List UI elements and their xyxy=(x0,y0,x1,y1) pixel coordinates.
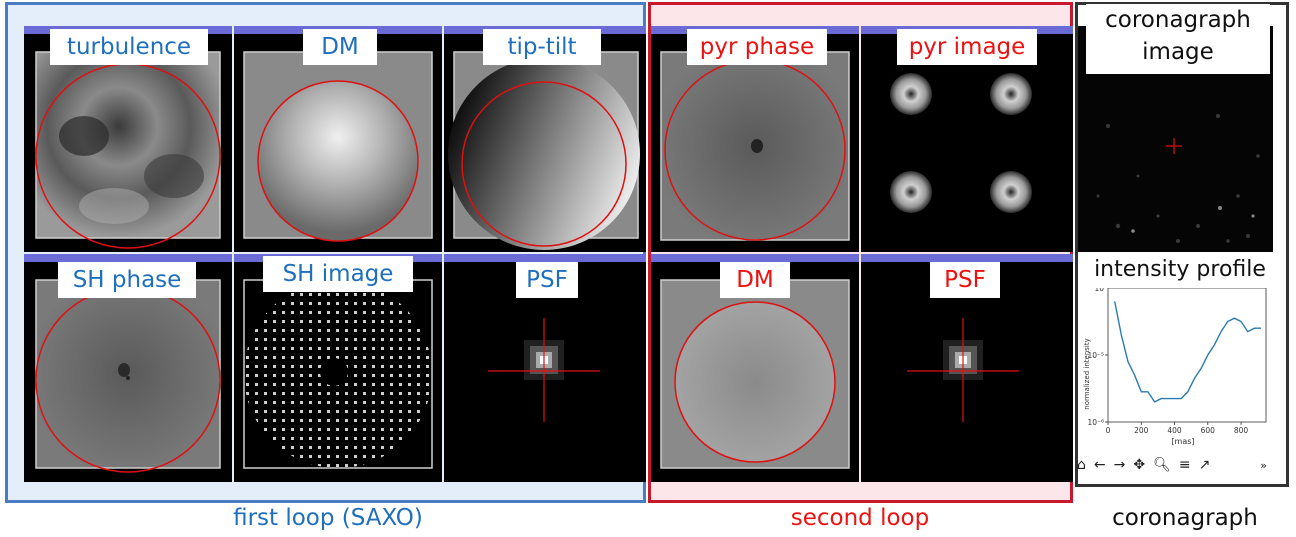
coronagraph-image-label-line1: coronagraph xyxy=(1105,7,1251,33)
pan-icon[interactable]: ✥ xyxy=(1133,457,1146,473)
sliders-icon[interactable]: ≡ xyxy=(1178,457,1191,473)
sh-phase-label: SH phase xyxy=(58,262,196,298)
x-tick-label: 800 xyxy=(1234,426,1249,435)
coronagraph-caption: coronagraph xyxy=(1112,505,1258,531)
tile-header-bar xyxy=(444,254,646,262)
y-axis-label: normalized intensity xyxy=(1083,338,1091,409)
arrow-right-icon[interactable]: → xyxy=(1113,457,1126,473)
psf-label-second-loop: PSF xyxy=(930,262,1000,298)
pupil-circle xyxy=(674,301,836,463)
intensity-series-line xyxy=(1114,301,1261,403)
tile-header-bar xyxy=(24,254,232,262)
tile-header-bar xyxy=(861,254,1073,262)
pupil-circle xyxy=(257,80,419,242)
coronagraph-image-label: coronagraph image xyxy=(1086,4,1270,74)
tile-header-bar xyxy=(651,254,859,262)
dm-label-second-loop: DM xyxy=(720,262,790,298)
x-tick-label: 600 xyxy=(1201,426,1216,435)
x-tick-label: 200 xyxy=(1134,426,1149,435)
chart-edit-icon[interactable]: ↗ xyxy=(1198,457,1211,473)
tip-tilt-label: tip-tilt xyxy=(483,29,601,65)
pupil-circle xyxy=(461,81,627,247)
psf-label: PSF xyxy=(516,262,578,298)
intensity-profile-label: intensity profile xyxy=(1083,252,1277,288)
dm-label: DM xyxy=(303,29,377,65)
arrow-left-icon[interactable]: ← xyxy=(1093,457,1106,473)
sh-image-tile xyxy=(234,254,442,482)
sh-image-label: SH image xyxy=(263,256,413,292)
home-icon[interactable]: ⌂ xyxy=(1077,457,1086,473)
x-axis-label: [mas] xyxy=(1171,437,1194,446)
y-tick-label-top: 10 xyxy=(1094,284,1104,293)
turbulence-label: turbulence xyxy=(50,29,208,65)
pyr-image-label: pyr image xyxy=(897,29,1037,65)
more-button[interactable]: » xyxy=(1260,458,1267,472)
coronagraph-image-label-line2: image xyxy=(1142,39,1214,65)
x-tick-label: 400 xyxy=(1167,426,1182,435)
plot-toolbar: ⌂ ← → ✥ 🔍︎ ≡ ↗ » xyxy=(1077,452,1273,478)
y-tick-label: 10⁻⁵ xyxy=(1087,351,1104,360)
y-tick-label: 10⁻⁶ xyxy=(1087,418,1104,427)
first-loop-caption: first loop (SAXO) xyxy=(233,505,423,531)
x-tick-label: 0 xyxy=(1106,426,1111,435)
zoom-icon[interactable]: 🔍︎ xyxy=(1153,457,1171,473)
plot-frame xyxy=(1107,287,1267,423)
pyr-phase-label: pyr phase xyxy=(687,29,827,65)
second-loop-caption: second loop xyxy=(790,505,930,531)
